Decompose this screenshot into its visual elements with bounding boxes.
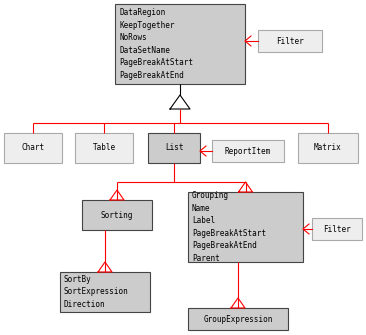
- Text: Sorting: Sorting: [101, 210, 133, 219]
- Text: Table: Table: [93, 143, 116, 152]
- Text: Matrix: Matrix: [314, 143, 342, 152]
- Bar: [298, 133, 358, 163]
- Bar: [148, 133, 200, 163]
- Text: Filter: Filter: [276, 37, 304, 46]
- Text: Filter: Filter: [323, 224, 351, 233]
- Text: DataRegion
KeepTogether
NoRows
DataSetName
PageBreakAtStart
PageBreakAtEnd: DataRegion KeepTogether NoRows DataSetNa…: [119, 8, 193, 80]
- Bar: [188, 308, 288, 330]
- Bar: [258, 30, 322, 52]
- Text: Chart: Chart: [22, 143, 45, 152]
- Text: SortBy
SortExpression
Direction: SortBy SortExpression Direction: [64, 275, 129, 309]
- Bar: [312, 218, 362, 240]
- Bar: [60, 272, 150, 312]
- Bar: [75, 133, 133, 163]
- Bar: [82, 200, 152, 230]
- Text: GroupExpression: GroupExpression: [203, 315, 273, 324]
- Text: List: List: [165, 143, 183, 152]
- Text: Grouping
Name
Label
PageBreakAtStart
PageBreakAtEnd
Parent: Grouping Name Label PageBreakAtStart Pag…: [192, 191, 266, 263]
- Bar: [4, 133, 62, 163]
- Bar: [188, 192, 303, 262]
- Bar: [212, 140, 284, 162]
- Bar: [115, 4, 245, 84]
- Text: ReportItem: ReportItem: [225, 146, 271, 155]
